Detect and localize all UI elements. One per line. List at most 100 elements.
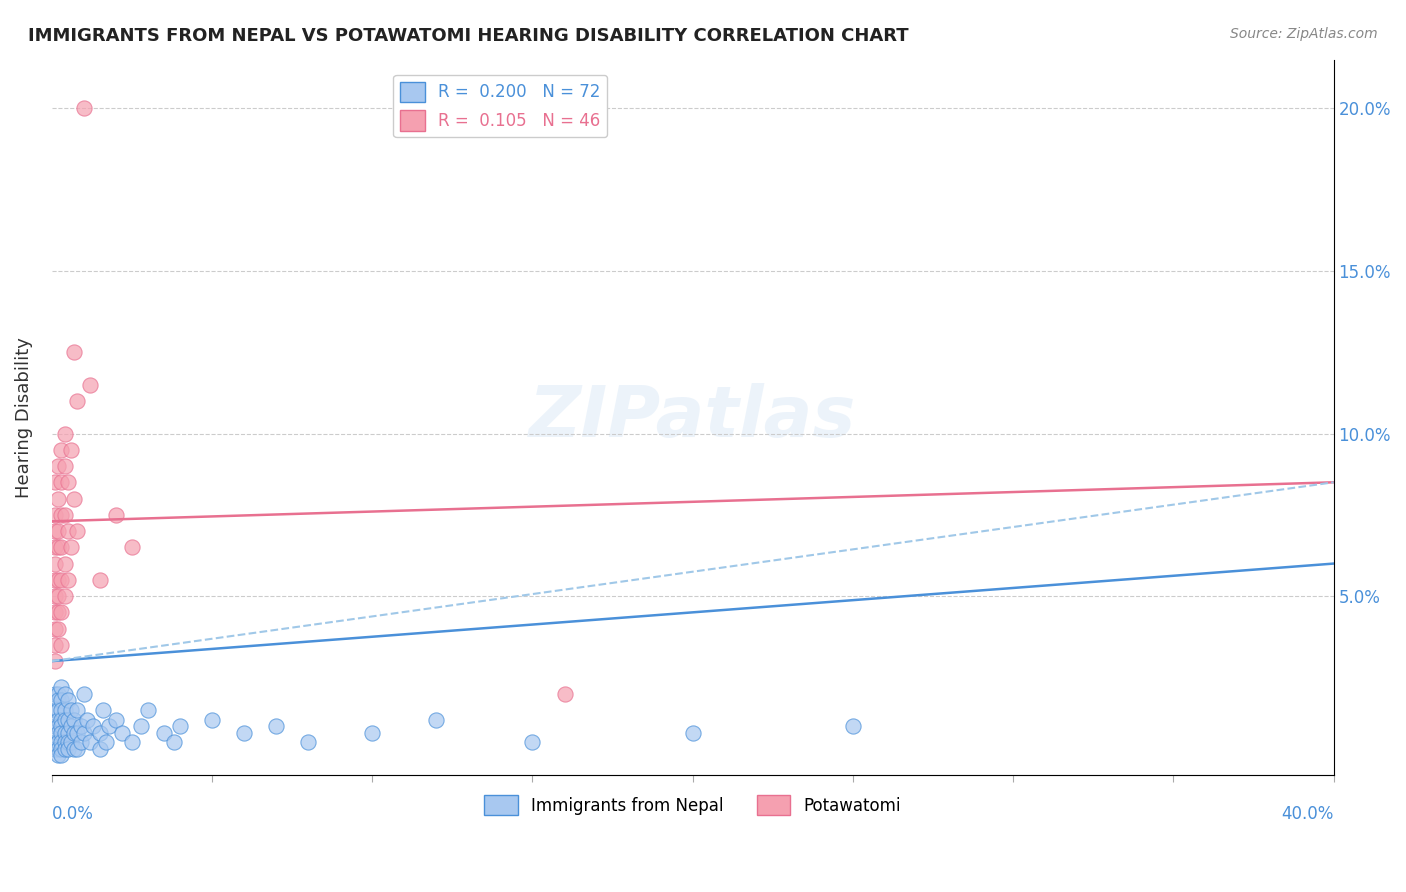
Point: [153, 725, 176, 739]
Point: [297, 735, 319, 749]
Point: [56, 713, 79, 727]
Point: [44, 524, 66, 538]
Point: [46, 573, 69, 587]
Point: [59, 735, 82, 749]
Point: [91, 703, 114, 717]
Point: [46, 748, 69, 763]
Point: [56, 693, 79, 707]
Point: [842, 719, 865, 733]
Point: [111, 725, 134, 739]
Point: [44, 742, 66, 756]
Point: [44, 557, 66, 571]
Point: [46, 725, 69, 739]
Point: [76, 713, 98, 727]
Point: [63, 491, 86, 506]
Point: [53, 508, 76, 522]
Point: [63, 345, 86, 359]
Point: [63, 742, 86, 756]
Point: [201, 713, 224, 727]
Point: [73, 725, 96, 739]
Point: [82, 719, 104, 733]
Point: [44, 638, 66, 652]
Point: [425, 713, 447, 727]
Point: [56, 735, 79, 749]
Point: [131, 719, 153, 733]
Point: [51, 605, 73, 619]
Point: [51, 693, 73, 707]
Point: [46, 742, 69, 756]
Point: [46, 622, 69, 636]
Point: [59, 719, 82, 733]
Point: [73, 101, 96, 115]
Point: [46, 524, 69, 538]
Point: [44, 508, 66, 522]
Point: [66, 742, 89, 756]
Point: [96, 735, 118, 749]
Point: [53, 557, 76, 571]
Point: [59, 703, 82, 717]
Point: [59, 541, 82, 555]
Point: [44, 541, 66, 555]
Point: [56, 524, 79, 538]
Point: [51, 573, 73, 587]
Point: [46, 458, 69, 473]
Point: [46, 735, 69, 749]
Point: [44, 735, 66, 749]
Point: [553, 687, 575, 701]
Text: 40.0%: 40.0%: [1281, 805, 1334, 823]
Point: [69, 719, 91, 733]
Point: [53, 703, 76, 717]
Point: [51, 638, 73, 652]
Point: [51, 742, 73, 756]
Point: [56, 573, 79, 587]
Point: [53, 713, 76, 727]
Point: [69, 735, 91, 749]
Point: [46, 541, 69, 555]
Point: [51, 541, 73, 555]
Point: [46, 693, 69, 707]
Point: [53, 458, 76, 473]
Point: [53, 735, 76, 749]
Point: [63, 713, 86, 727]
Point: [79, 377, 101, 392]
Text: Source: ZipAtlas.com: Source: ZipAtlas.com: [1230, 27, 1378, 41]
Point: [682, 725, 704, 739]
Point: [66, 703, 89, 717]
Point: [44, 589, 66, 603]
Point: [79, 735, 101, 749]
Point: [56, 725, 79, 739]
Point: [56, 475, 79, 490]
Point: [44, 687, 66, 701]
Point: [59, 442, 82, 457]
Point: [51, 508, 73, 522]
Point: [121, 541, 143, 555]
Point: [53, 687, 76, 701]
Point: [51, 735, 73, 749]
Point: [44, 605, 66, 619]
Point: [53, 589, 76, 603]
Point: [51, 725, 73, 739]
Point: [264, 719, 287, 733]
Point: [44, 703, 66, 717]
Point: [522, 735, 544, 749]
Point: [361, 725, 384, 739]
Point: [104, 508, 127, 522]
Point: [162, 735, 184, 749]
Point: [51, 703, 73, 717]
Point: [51, 748, 73, 763]
Point: [89, 573, 111, 587]
Point: [98, 719, 121, 733]
Text: 0.0%: 0.0%: [52, 805, 94, 823]
Point: [104, 713, 127, 727]
Point: [53, 742, 76, 756]
Point: [46, 703, 69, 717]
Point: [51, 475, 73, 490]
Point: [46, 719, 69, 733]
Point: [53, 426, 76, 441]
Point: [44, 622, 66, 636]
Text: IMMIGRANTS FROM NEPAL VS POTAWATOMI HEARING DISABILITY CORRELATION CHART: IMMIGRANTS FROM NEPAL VS POTAWATOMI HEAR…: [28, 27, 908, 45]
Point: [169, 719, 191, 733]
Point: [56, 742, 79, 756]
Point: [89, 725, 111, 739]
Point: [44, 573, 66, 587]
